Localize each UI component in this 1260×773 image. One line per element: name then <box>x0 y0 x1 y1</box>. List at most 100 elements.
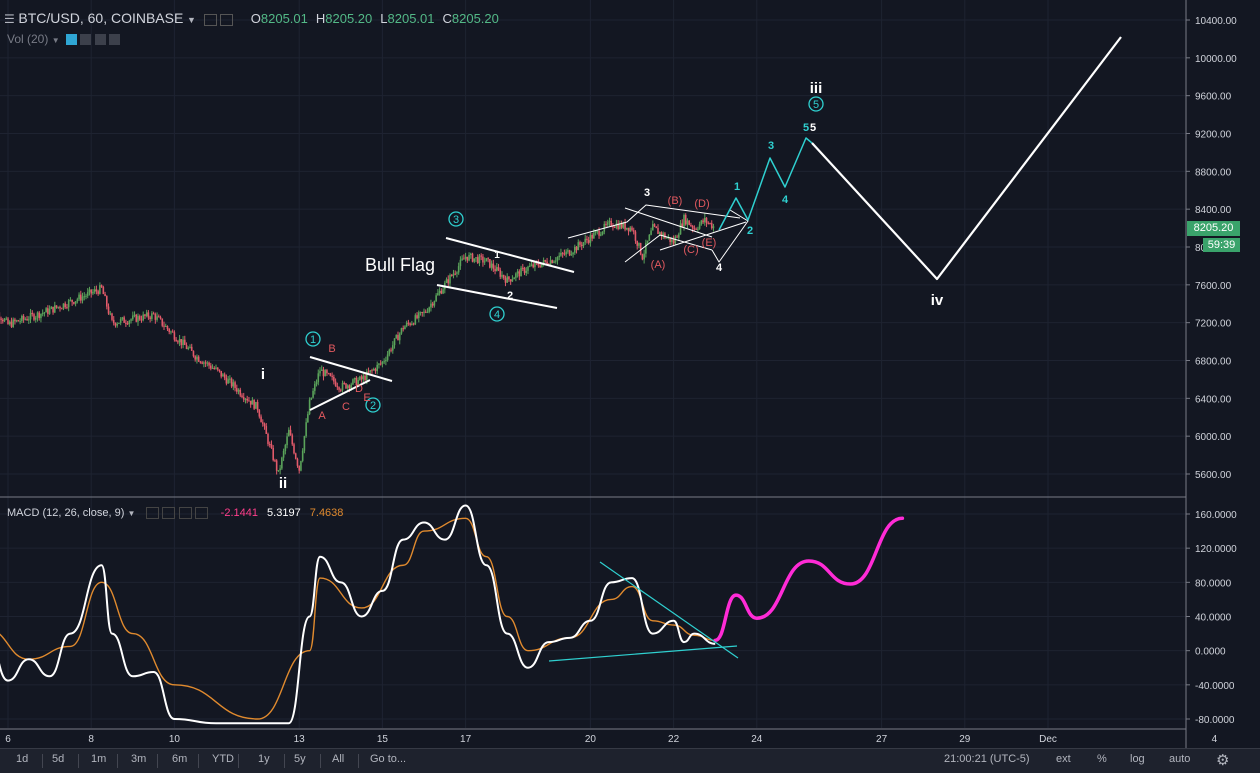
legend-hide-icon[interactable] <box>220 14 233 26</box>
scale-option-button[interactable]: ext <box>1056 753 1071 765</box>
time-tick-label: 20 <box>585 734 597 745</box>
macd-settings-icon[interactable] <box>146 507 159 519</box>
price-tick-label: 10000.00 <box>1195 54 1237 65</box>
candle-body <box>685 215 687 224</box>
macd-close-icon[interactable] <box>179 507 192 519</box>
candle-body <box>498 267 500 270</box>
candle-body <box>673 239 675 243</box>
candle-body <box>295 453 297 459</box>
candle-body <box>482 257 484 263</box>
chevron-down-icon[interactable]: ▼ <box>127 509 135 518</box>
candle-body <box>49 309 51 314</box>
scale-option-button[interactable]: auto <box>1169 753 1190 765</box>
last-price-tag: 8205.20 <box>1187 221 1240 236</box>
white-wave-5: 5 <box>810 122 816 134</box>
candle-body <box>664 233 666 238</box>
candle-body <box>369 370 371 372</box>
price-tick-label: 8400.00 <box>1195 205 1232 216</box>
candle-body <box>226 378 228 384</box>
candle-body <box>314 384 316 391</box>
time-tick-label: Dec <box>1039 734 1057 745</box>
timeframe-button[interactable]: 3m <box>131 753 146 765</box>
candle-body <box>234 382 236 388</box>
timeframe-button[interactable]: 5y <box>294 753 306 765</box>
timeframe-button[interactable]: All <box>332 753 344 765</box>
macd-more-icon[interactable] <box>195 507 208 519</box>
candle-body <box>57 307 59 308</box>
ohlc-key: H <box>316 11 325 26</box>
toolbar-separator <box>238 754 239 768</box>
chevron-down-icon[interactable]: ▼ <box>187 15 196 25</box>
axes: 10400.0010000.009600.009200.008800.00840… <box>0 0 1260 748</box>
candle-body <box>290 430 292 435</box>
close-icon[interactable] <box>95 34 106 45</box>
macd-value-3: 7.4638 <box>310 507 344 519</box>
candle-body <box>593 233 595 239</box>
candle-body <box>96 289 98 291</box>
candle-body <box>25 319 27 320</box>
timeframe-button[interactable]: 1d <box>16 753 28 765</box>
candle-body <box>501 275 503 277</box>
symbol-title[interactable]: BTC/USD, 60, COINBASE <box>18 10 183 26</box>
candle-body <box>163 326 165 327</box>
timeframe-button[interactable]: 5d <box>52 753 64 765</box>
volume-legend[interactable]: Vol (20) ▼ <box>7 32 120 46</box>
wave-4-path <box>712 210 748 262</box>
candle-body <box>210 366 212 369</box>
candle-body <box>532 264 534 267</box>
volume-label: Vol (20) <box>7 32 48 46</box>
legend-settings-icon[interactable] <box>204 14 217 26</box>
eye-icon[interactable] <box>66 34 77 45</box>
menu-icon[interactable]: ☰ <box>4 12 15 26</box>
candle-body <box>90 290 92 294</box>
candle-body <box>697 229 699 230</box>
label-B: B <box>328 343 335 355</box>
candle-body <box>650 231 652 235</box>
gear-icon[interactable]: ⚙ <box>1216 751 1229 769</box>
candle-body <box>42 313 44 314</box>
macd-tick-label: -80.0000 <box>1195 715 1235 726</box>
candle-body <box>220 371 222 377</box>
candle-body <box>87 292 89 296</box>
candle-body <box>631 228 633 231</box>
clock-readout[interactable]: 21:00:21 (UTC-5) <box>944 753 1030 765</box>
candle-body <box>699 224 701 229</box>
candle-body <box>144 315 146 316</box>
candle-body <box>347 385 349 388</box>
scale-option-button[interactable]: log <box>1130 753 1145 765</box>
candle-body <box>704 218 706 223</box>
candle-body <box>142 315 144 321</box>
candle-body <box>213 368 215 369</box>
timeframe-button[interactable]: YTD <box>212 753 234 765</box>
candle-body <box>456 272 458 273</box>
macd-hide-icon[interactable] <box>162 507 175 519</box>
macd-tick-label: 160.0000 <box>1195 510 1237 521</box>
candle-body <box>692 226 694 228</box>
timeframe-button[interactable]: 1y <box>258 753 270 765</box>
cyan-wave-4: 4 <box>782 194 789 206</box>
scale-option-button[interactable]: % <box>1097 753 1107 765</box>
macd-tick-label: -40.0000 <box>1195 681 1235 692</box>
candle-body <box>335 382 337 387</box>
more-icon[interactable] <box>109 34 120 45</box>
candle-body <box>265 426 267 434</box>
timeframe-button[interactable]: 6m <box>172 753 187 765</box>
chevron-down-icon[interactable]: ▼ <box>52 36 60 45</box>
toolbar-separator <box>157 754 158 768</box>
candle-body <box>71 300 73 302</box>
macd-legend[interactable]: MACD (12, 26, close, 9) ▼ -2.1441 5.3197… <box>7 507 343 519</box>
settings-icon[interactable] <box>80 34 91 45</box>
goto-button[interactable]: Go to... <box>370 753 406 765</box>
timeframe-button[interactable]: 1m <box>91 753 106 765</box>
candle-body <box>326 370 328 373</box>
candle-body <box>610 221 612 226</box>
candle-body <box>222 374 224 376</box>
time-tick-label: 27 <box>876 734 888 745</box>
candle-body <box>224 374 226 378</box>
candle-body <box>73 302 75 304</box>
candle-body <box>259 410 261 416</box>
candle-body <box>512 279 514 281</box>
candle-body <box>702 220 704 222</box>
